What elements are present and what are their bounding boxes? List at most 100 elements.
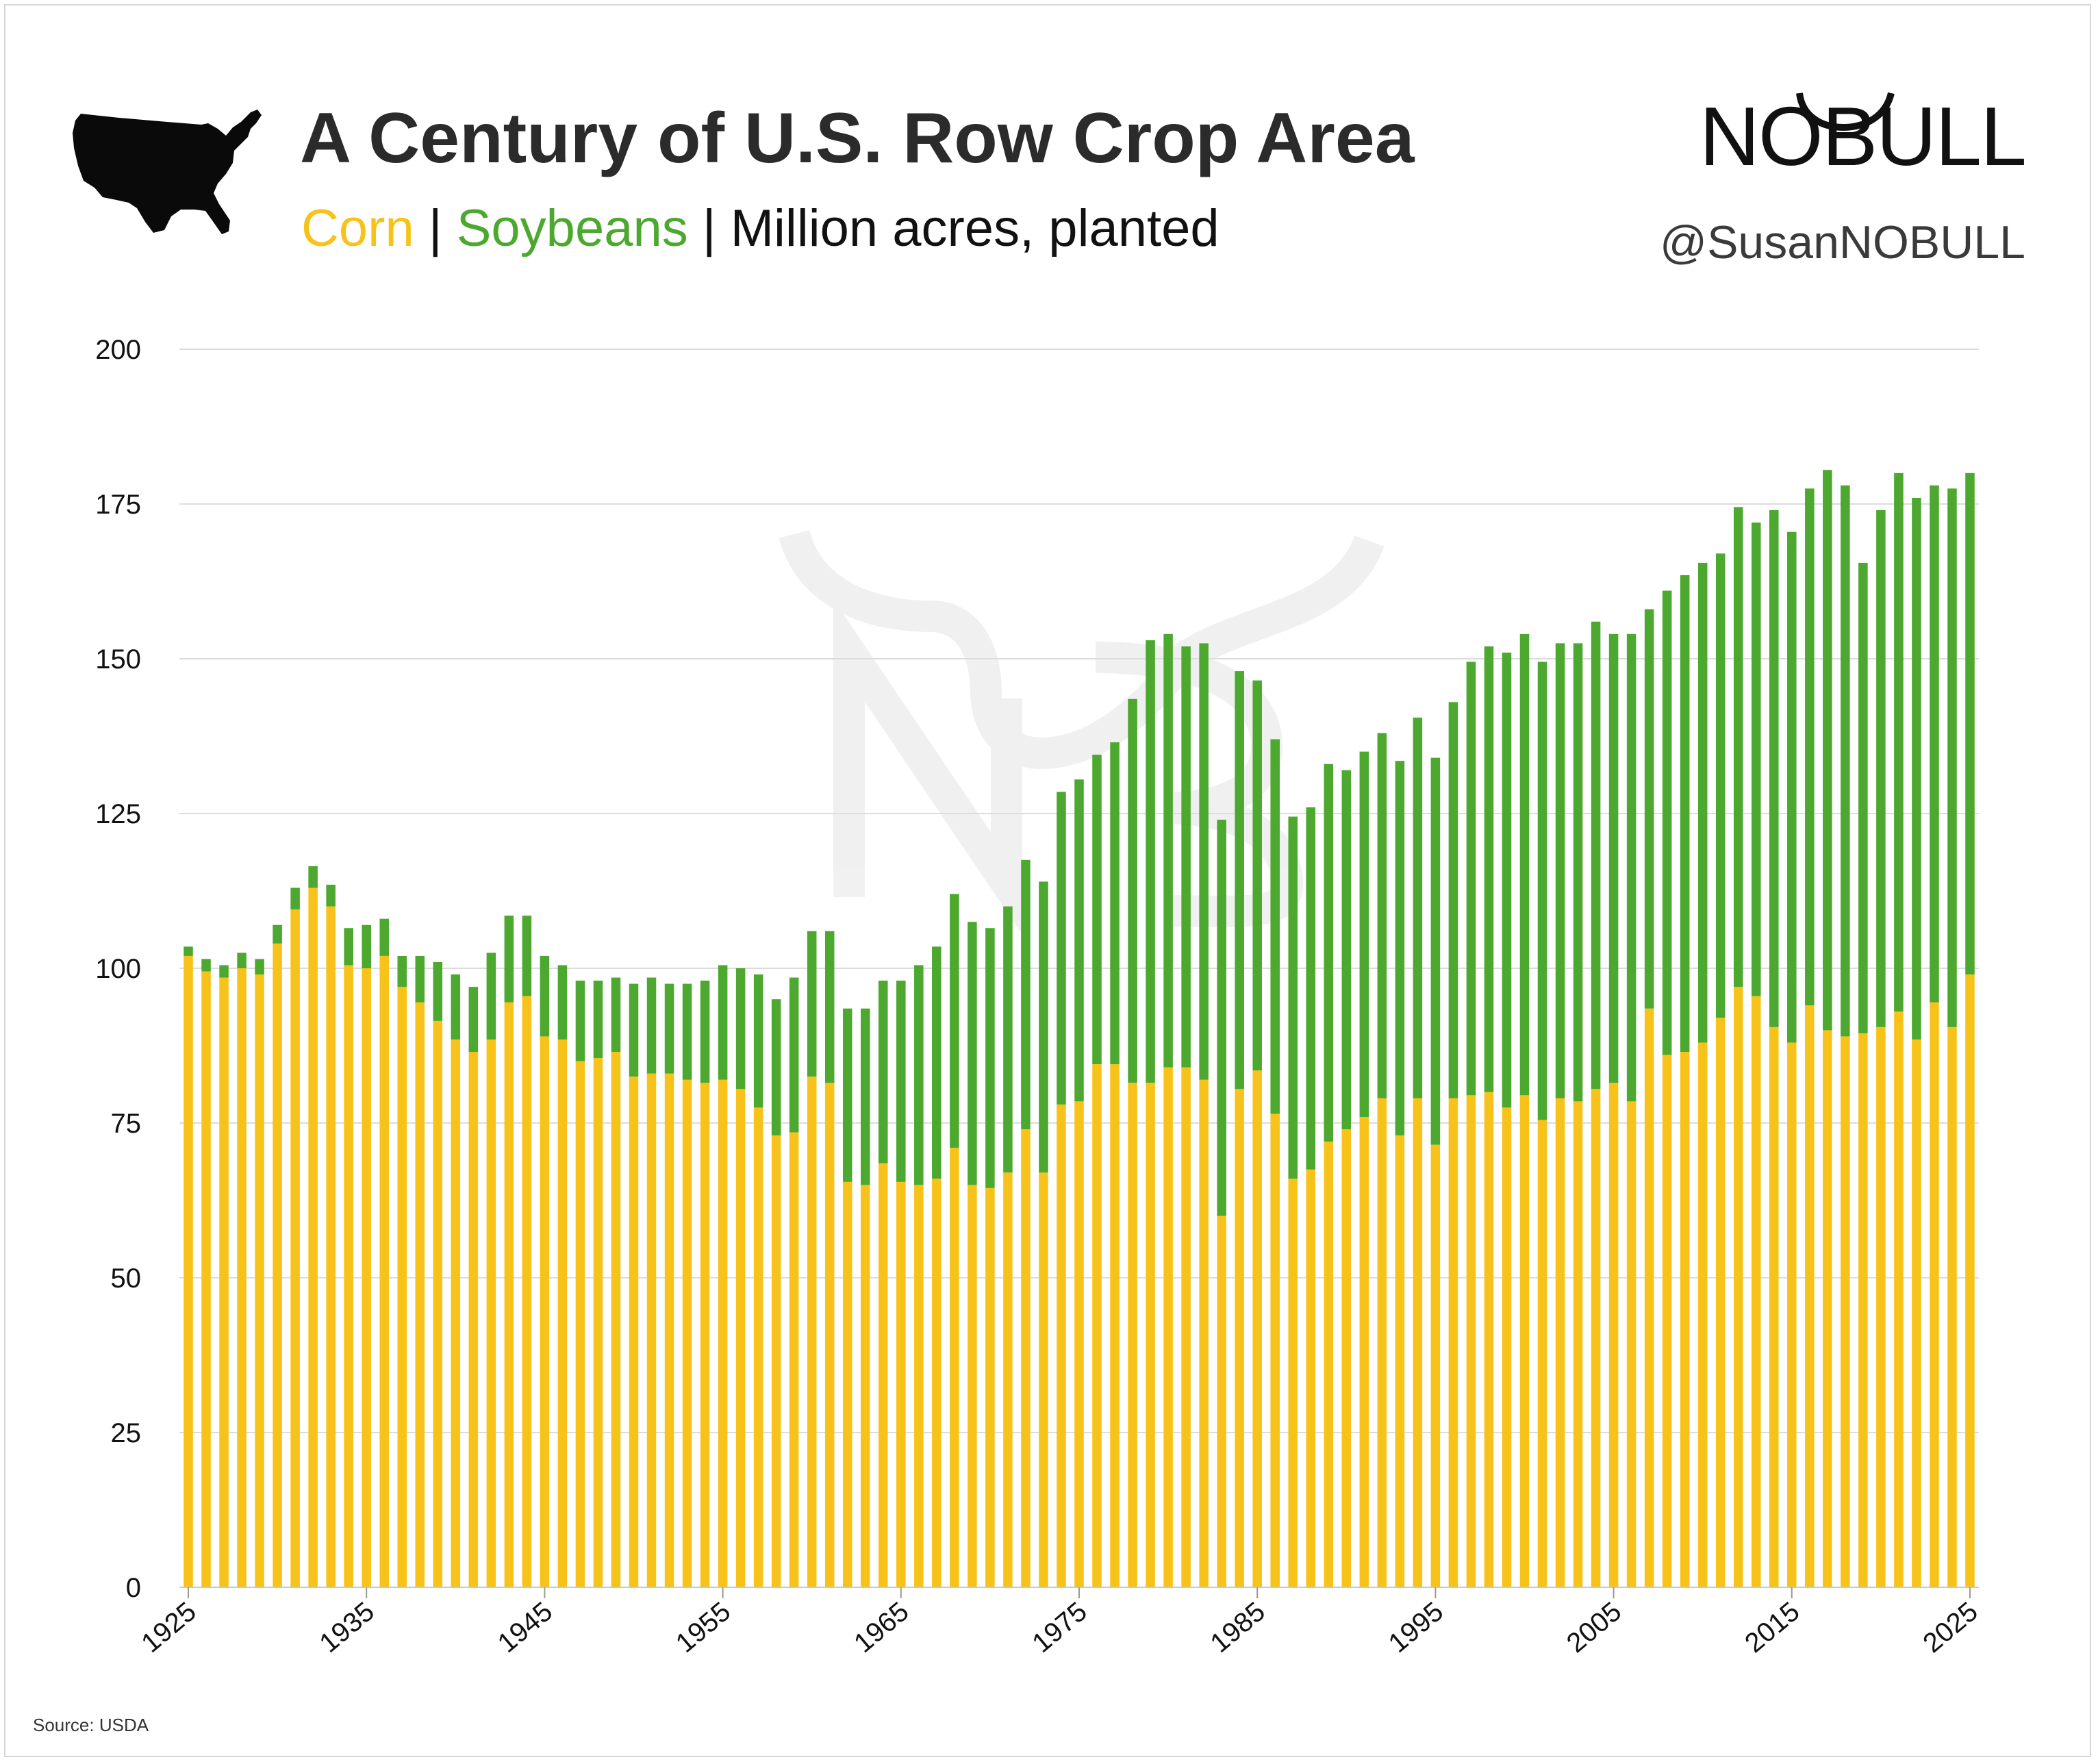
corn-bar [1519, 1095, 1530, 1587]
corn-bar [1965, 974, 1975, 1587]
soybean-bar [1680, 575, 1690, 1053]
corn-bar [896, 1181, 906, 1587]
corn-bar [1092, 1064, 1102, 1587]
soybean-bar [646, 977, 657, 1074]
soybean-bar [397, 955, 407, 987]
x-tick-label: 1945 [492, 1596, 558, 1659]
corn-bar [237, 968, 247, 1587]
soybean-bar [1608, 633, 1619, 1083]
soybean-bar [540, 955, 550, 1037]
corn-bar [1377, 1098, 1387, 1587]
soybean-bar [575, 981, 585, 1061]
corn-bar [1021, 1129, 1031, 1587]
soybean-bar [1662, 590, 1672, 1055]
soybean-bar [824, 931, 835, 1083]
corn-bar [1805, 1005, 1815, 1587]
subtitle-separator: | [414, 199, 457, 257]
legend-corn: Corn [301, 199, 414, 257]
soybean-bar [1733, 507, 1743, 987]
corn-bar [1003, 1172, 1013, 1587]
us-map-icon [73, 110, 262, 234]
soybean-bar [1430, 757, 1441, 1145]
soybean-bar [1841, 485, 1850, 1037]
soybean-bar [629, 983, 639, 1077]
corn-bar [184, 955, 193, 1587]
soybean-bar [879, 981, 888, 1163]
soybean-bar [362, 924, 371, 968]
x-tick-label: 1935 [314, 1596, 380, 1659]
corn-bar [504, 1002, 514, 1587]
soybean-bar [1805, 488, 1815, 1006]
corn-bar [308, 887, 318, 1587]
corn-bar [433, 1020, 443, 1587]
soybean-bar [557, 965, 568, 1040]
soybean-bar [664, 983, 674, 1074]
soybean-bar [1324, 764, 1334, 1142]
corn-bar [255, 974, 264, 1587]
soybean-bar [1697, 562, 1708, 1043]
soybean-bar [1306, 807, 1316, 1170]
corn-bar [718, 1079, 728, 1587]
soybean-bar [504, 916, 514, 1003]
soybean-bar [700, 981, 710, 1083]
corn-bar [1787, 1042, 1797, 1587]
x-tick-label: 1965 [848, 1596, 914, 1659]
corn-bar [753, 1107, 763, 1587]
corn-bar [379, 955, 389, 1587]
corn-bar [1626, 1101, 1636, 1587]
corn-bar [1912, 1039, 1921, 1587]
corn-bar [1502, 1107, 1512, 1587]
soybean-bar [1715, 553, 1726, 1018]
corn-bar [1751, 996, 1761, 1587]
soybean-bar [1894, 473, 1904, 1012]
soybean-bar [1377, 733, 1387, 1098]
y-tick-label: 75 [111, 1109, 142, 1139]
corn-bar [1163, 1067, 1173, 1587]
source-note: Source: USDA [33, 1715, 149, 1735]
soybean-bar [201, 959, 211, 972]
soybean-bar [415, 955, 425, 1003]
soybean-bar [807, 931, 817, 1077]
soybean-bar [219, 965, 229, 978]
corn-bar [1288, 1179, 1298, 1587]
soybean-bar [1181, 646, 1191, 1068]
x-tick-label: 2005 [1561, 1596, 1627, 1659]
soybean-bar [1573, 643, 1583, 1102]
corn-bar [1270, 1113, 1280, 1587]
corn-bar [1057, 1104, 1066, 1587]
soybean-bar [1288, 816, 1298, 1179]
corn-bar [468, 1052, 479, 1587]
corn-bar [1537, 1120, 1547, 1587]
soybean-bar [1519, 633, 1530, 1096]
y-tick-label: 125 [95, 799, 141, 829]
corn-bar [1306, 1169, 1316, 1587]
soybean-bar [950, 894, 959, 1148]
corn-bar [1876, 1026, 1886, 1587]
corn-bar [540, 1036, 550, 1587]
corn-bar [451, 1039, 461, 1587]
bull-horns-icon [1796, 92, 1895, 131]
soybean-bar [1448, 702, 1458, 1098]
corn-bar [219, 977, 229, 1587]
soybean-bar [753, 974, 763, 1108]
corn-bar [611, 1052, 621, 1587]
soybean-bar [1003, 906, 1013, 1173]
soybean-bar [486, 953, 496, 1040]
corn-bar [1841, 1036, 1850, 1587]
x-tick-label: 1985 [1205, 1596, 1271, 1659]
corn-bar [557, 1039, 568, 1587]
subtitle-separator: | [687, 199, 731, 257]
soybean-bar [1235, 671, 1244, 1089]
corn-bar [1413, 1098, 1423, 1587]
soybean-bar [593, 981, 603, 1059]
corn-bar [1128, 1083, 1137, 1587]
soybean-bar [1555, 643, 1565, 1098]
corn-bar [1181, 1067, 1191, 1587]
soybean-bar [379, 918, 389, 956]
legend-soybeans: Soybeans [456, 199, 688, 257]
soybean-bar [1413, 717, 1423, 1098]
corn-bar [1858, 1033, 1868, 1587]
soybean-bar [1092, 755, 1102, 1065]
corn-bar [1680, 1052, 1690, 1587]
